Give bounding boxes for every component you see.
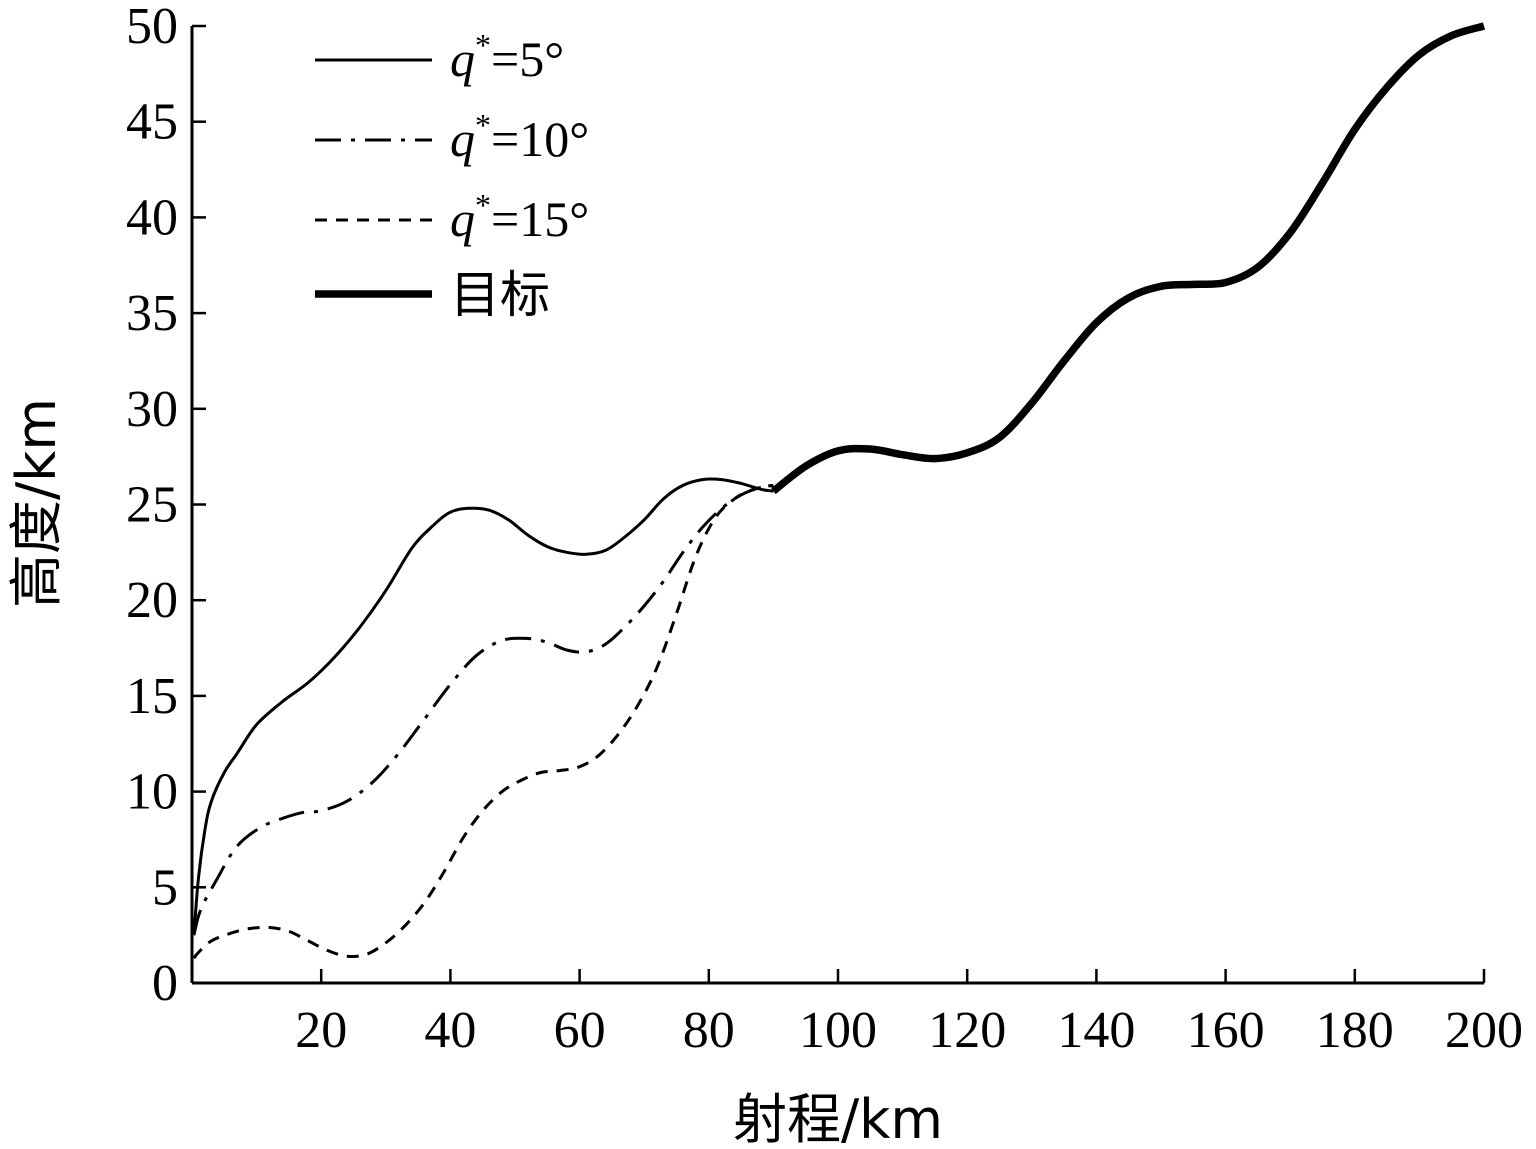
legend-sup: * <box>475 107 491 143</box>
y-tick-label: 45 <box>126 94 178 151</box>
x-tick-label: 40 <box>424 1002 476 1059</box>
series-layer <box>192 22 1486 960</box>
y-tick-label: 15 <box>126 668 178 725</box>
legend-label-4: 目标 <box>450 266 550 324</box>
series-line-2 <box>192 483 774 936</box>
y-tick-label: 25 <box>126 477 178 534</box>
x-tick-label: 180 <box>1316 1002 1394 1059</box>
y-tick-label: 20 <box>126 572 178 629</box>
legend-value: =5° <box>491 31 564 87</box>
legend-label-2: q*=10° <box>450 107 589 167</box>
legend-value: =10° <box>491 111 589 167</box>
legend-sup: * <box>475 187 491 223</box>
legend-var: q <box>450 191 475 247</box>
x-tick-label: 140 <box>1057 1002 1135 1059</box>
x-axis-label: 射程/km <box>733 1088 943 1149</box>
legend-label-1: q*=5° <box>450 27 564 87</box>
y-tick-label: 0 <box>152 955 178 1012</box>
y-tick-label: 35 <box>126 285 178 342</box>
series-line-1 <box>192 477 774 936</box>
y-tick-label: 5 <box>152 859 178 916</box>
x-tick-label: 160 <box>1187 1002 1265 1059</box>
series-line-4 <box>771 22 1486 495</box>
legend-sup: * <box>475 27 491 63</box>
y-tick-label: 50 <box>126 0 178 55</box>
series-line-3 <box>192 483 774 960</box>
legend: q*=5°q*=10°q*=15°目标 <box>315 27 589 324</box>
x-tick-label: 60 <box>554 1002 606 1059</box>
x-tick-label: 200 <box>1445 1002 1523 1059</box>
legend-label-3: q*=15° <box>450 187 589 247</box>
y-tick-label: 10 <box>126 764 178 821</box>
x-tick-label: 80 <box>683 1002 735 1059</box>
y-axis-label: 高度/km <box>5 398 68 608</box>
y-tick-label: 30 <box>126 381 178 438</box>
legend-var: q <box>450 31 475 87</box>
x-tick-label: 20 <box>295 1002 347 1059</box>
x-tick-label: 100 <box>799 1002 877 1059</box>
x-tick-label: 120 <box>928 1002 1006 1059</box>
legend-var: q <box>450 111 475 167</box>
legend-value: =15° <box>491 191 589 247</box>
axes: 20 40 60 80 100 120 140 160 180 200 0 5 10 15 20 25 30 35… <box>126 0 1523 1059</box>
y-tick-label: 40 <box>126 189 178 246</box>
